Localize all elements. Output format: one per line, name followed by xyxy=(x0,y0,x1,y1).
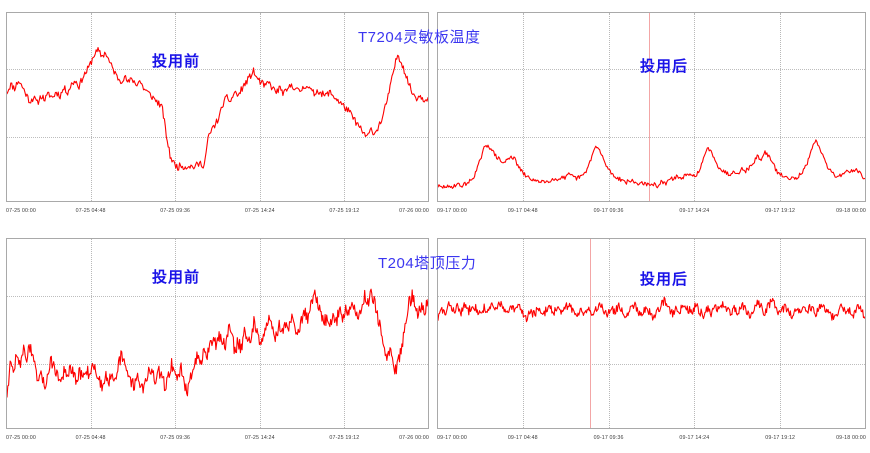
axis-tick-label: 07-25 09:36 xyxy=(160,435,191,441)
panel-pressure-before: 投用前 07-25 00:00 07-25 04:48 07-25 09:36 07-… xyxy=(0,226,435,453)
plot-area-temperature-after xyxy=(437,12,866,202)
axis-tick-label: 07-25 00:00 xyxy=(6,435,36,441)
axis-tick-label: 09-17 04:48 xyxy=(507,208,538,214)
trace-pressure-after xyxy=(438,239,865,428)
axis-tick-label: 09-17 00:00 xyxy=(437,208,467,214)
axis-tick-label: 09-17 09:36 xyxy=(593,208,624,214)
axis-tick-label: 07-26 00:00 xyxy=(399,208,429,214)
panel-pressure-after: 投用后 09-17 00:00 09-17 04:48 09-17 09:36 09-… xyxy=(435,226,870,453)
axis-tick-label: 07-26 00:00 xyxy=(399,435,429,441)
trace-temperature-after xyxy=(438,13,865,201)
axis-tick-label: 09-17 14:24 xyxy=(679,208,710,214)
axis-tick-label: 09-17 00:00 xyxy=(437,435,467,441)
xaxis-pressure-before: 07-25 00:00 07-25 04:48 07-25 09:36 07-25 1… xyxy=(6,431,429,449)
axis-tick-label: 07-25 19:12 xyxy=(329,208,360,214)
plot-area-pressure-before xyxy=(6,238,429,429)
axis-tick-label: 09-18 00:00 xyxy=(836,208,866,214)
axis-tick-label: 07-25 04:48 xyxy=(75,435,106,441)
xaxis-temperature-before: 07-25 00:00 07-25 04:48 07-25 09:36 07-25 1… xyxy=(6,204,429,222)
annotation-after-temperature: 投用后 xyxy=(640,58,689,75)
axis-tick-label: 09-17 04:48 xyxy=(507,435,538,441)
xaxis-pressure-after: 09-17 00:00 09-17 04:48 09-17 09:36 09-17 1… xyxy=(437,431,866,449)
axis-tick-label: 09-17 19:12 xyxy=(765,435,796,441)
axis-tick-label: 09-17 19:12 xyxy=(765,208,796,214)
axis-tick-label: 07-25 19:12 xyxy=(329,435,360,441)
trace-temperature-before xyxy=(7,13,428,201)
cursor-line-temperature-after[interactable] xyxy=(649,13,651,201)
axis-tick-label: 07-25 14:24 xyxy=(244,435,275,441)
plot-area-pressure-after xyxy=(437,238,866,429)
panel-temperature-after: 投用后 09-17 00:00 09-17 04:48 09-17 09:36 09-… xyxy=(435,0,870,226)
axis-tick-label: 07-25 00:00 xyxy=(6,208,36,214)
trace-pressure-before xyxy=(7,239,428,428)
axis-tick-label: 07-25 04:48 xyxy=(75,208,106,214)
axis-tick-label: 07-25 09:36 xyxy=(160,208,191,214)
axis-tick-label: 09-17 09:36 xyxy=(593,435,624,441)
annotation-before-pressure: 投用前 xyxy=(152,269,201,286)
axis-tick-label: 09-18 00:00 xyxy=(836,435,866,441)
axis-tick-label: 07-25 14:24 xyxy=(244,208,275,214)
axis-tick-label: 09-17 14:24 xyxy=(679,435,710,441)
annotation-before-temperature: 投用前 xyxy=(152,53,201,70)
annotation-after-pressure: 投用后 xyxy=(640,271,689,288)
chart-title-pressure: T204塔顶压力 xyxy=(378,255,477,272)
chart-title-temperature: T7204灵敏板温度 xyxy=(358,29,481,46)
xaxis-temperature-after: 09-17 00:00 09-17 04:48 09-17 09:36 09-17 1… xyxy=(437,204,866,222)
cursor-line-pressure-after[interactable] xyxy=(589,239,591,428)
